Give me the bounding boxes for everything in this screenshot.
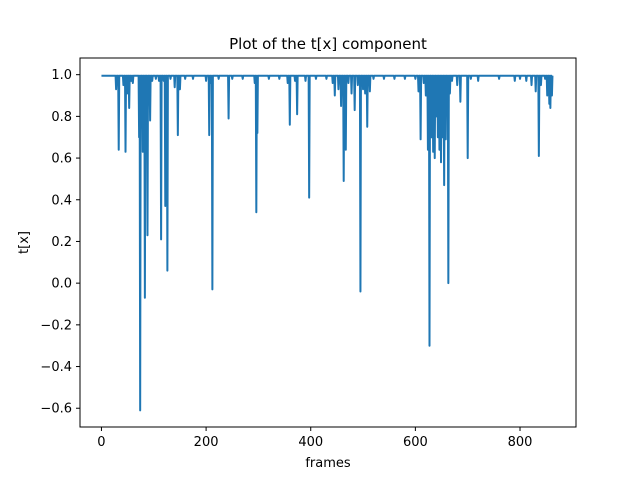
y-tick-label: −0.6 <box>40 402 72 417</box>
y-axis-ticks: −0.6 −0.4 −0.2 0.0 0.2 0.4 0.6 0.8 1.0 <box>40 68 80 417</box>
y-tick-label: −0.4 <box>40 360 72 375</box>
plot-area <box>100 74 554 412</box>
x-axis-label: frames <box>305 456 351 471</box>
x-tick-label: 600 <box>403 435 428 450</box>
y-tick-label: 0.8 <box>51 110 72 125</box>
series-line-0 <box>100 74 554 412</box>
x-tick-label: 200 <box>194 435 219 450</box>
x-tick-label: 800 <box>508 435 533 450</box>
x-axis-ticks: 0 200 400 600 800 <box>97 427 532 450</box>
y-tick-label: 0.4 <box>51 193 72 208</box>
y-tick-label: 0.0 <box>51 277 72 292</box>
y-tick-label: −0.2 <box>40 318 72 333</box>
y-tick-label: 0.2 <box>51 235 72 250</box>
axes-frame <box>79 57 577 428</box>
y-tick-label: 0.6 <box>51 152 72 167</box>
y-tick-label: 1.0 <box>51 68 72 83</box>
chart-title: Plot of the t[x] component <box>229 35 427 53</box>
x-tick-label: 0 <box>97 435 105 450</box>
x-tick-label: 400 <box>298 435 323 450</box>
y-axis-label: t[x] <box>17 231 32 254</box>
